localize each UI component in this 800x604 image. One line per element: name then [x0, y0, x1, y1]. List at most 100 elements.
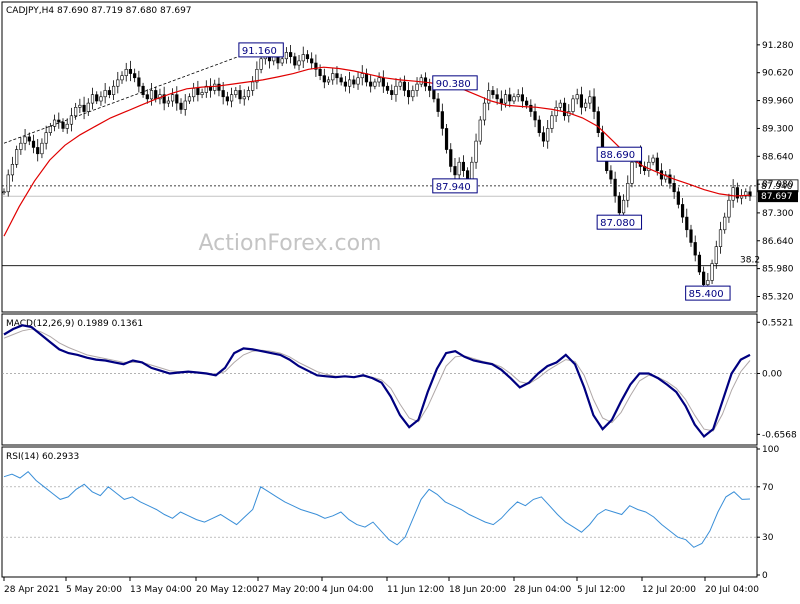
candle-body [246, 90, 251, 98]
price-y-axis: 91.280 90.620 89.960 89.300 88.640 87.980 87.3… [757, 41, 794, 302]
candle-body [74, 107, 78, 117]
candle-body [360, 73, 364, 79]
candle-body [48, 126, 52, 133]
candle-body [407, 90, 411, 98]
candle-body [65, 123, 69, 129]
candle-body [69, 115, 74, 125]
candle-body [31, 140, 36, 148]
candle-body [103, 90, 107, 98]
candle-body [731, 187, 735, 201]
candle-body [411, 90, 415, 98]
price-candles [2, 45, 752, 292]
candle-body [525, 100, 529, 106]
candle-body [86, 102, 90, 112]
candle-body [702, 271, 706, 285]
candle-body [10, 164, 15, 176]
candle-body [588, 96, 592, 104]
candle-body [284, 52, 288, 60]
candle-body [651, 157, 655, 163]
candle-body [377, 77, 381, 83]
trendline [3, 47, 262, 144]
candle-body [166, 100, 170, 104]
candle-body [735, 187, 739, 199]
x-tick-label: 28 Jun 04:00 [514, 585, 571, 595]
price-trendline [3, 47, 262, 144]
x-tick-label: 5 Jul 12:00 [577, 585, 626, 595]
candle-body [428, 85, 432, 91]
candle-body [672, 183, 676, 193]
candle-body [242, 96, 246, 100]
candle-body [398, 81, 402, 87]
candle-body [19, 142, 23, 150]
price-callout-label: 87.940 [436, 182, 471, 193]
candle-body [149, 90, 154, 100]
candle-body [128, 69, 133, 74]
candle-body [693, 242, 697, 256]
candle-body [234, 90, 238, 95]
candle-body [495, 94, 499, 100]
candle-body [225, 96, 229, 102]
price-panel: ActionForex.com CADJPY,H4 87.690 87.719 … [1, 1, 799, 313]
rsi-levels [2, 486, 757, 538]
price-y-tick-label: 87.980 [762, 180, 794, 190]
price-callout-label: 85.400 [689, 289, 724, 300]
rsi-y-tick-label: 100 [762, 445, 779, 455]
candle-body [255, 69, 259, 83]
candle-body [655, 157, 659, 171]
candle-body [293, 56, 297, 66]
candle-body [491, 90, 495, 95]
candle-body [27, 136, 31, 142]
x-tick-label: 20 Jul 04:00 [705, 585, 759, 595]
candle-body [584, 102, 588, 108]
candle-body [415, 83, 419, 91]
candle-body [516, 94, 520, 98]
candle-body [706, 280, 710, 285]
candle-body [385, 85, 390, 91]
rsi-line [3, 471, 751, 548]
candle-body [61, 121, 65, 129]
candle-body [541, 132, 546, 142]
candle-body [482, 102, 487, 121]
x-tick-label: 4 Jun 04:00 [322, 585, 374, 595]
candle-body [723, 216, 727, 231]
macd-y-tick-label: 0.5521 [762, 318, 794, 328]
price-y-tick-label: 89.300 [762, 124, 794, 134]
rsi-y-tick-label: 0 [762, 571, 768, 581]
x-tick-label: 11 Jun 12:00 [387, 585, 444, 595]
candle-body [529, 104, 533, 112]
candle-body [120, 75, 124, 81]
rsi-lines [3, 471, 751, 548]
candle-body [145, 94, 149, 100]
price-callout-label: 90.380 [436, 79, 471, 90]
candle-body [276, 56, 280, 64]
candle-body [579, 94, 584, 108]
candle-body [339, 77, 343, 83]
candle-body [111, 85, 116, 95]
candle-body [609, 170, 613, 180]
candle-body [457, 161, 461, 176]
candle-body [57, 119, 61, 123]
candle-body [402, 81, 406, 91]
candle-body [440, 111, 444, 129]
macd-main-line [3, 324, 751, 439]
candle-body [647, 161, 651, 171]
candle-body [280, 58, 284, 64]
rsi-panel: RSI(14) 60.2933 100 70 30 0 [1, 445, 779, 581]
x-tick-label: 13 May 04:00 [130, 585, 192, 595]
candle-body [217, 83, 221, 91]
fib-level-label: 38.2 [740, 256, 760, 266]
candle-body [348, 79, 352, 87]
candle-body [390, 90, 394, 95]
candle-body [444, 128, 449, 150]
candle-body [183, 100, 187, 110]
macd-lines [3, 324, 751, 439]
candle-body [204, 85, 208, 93]
candle-body [301, 54, 305, 62]
candle-body [52, 119, 57, 127]
current-price-tag [758, 190, 798, 203]
x-tick-label: 28 Apr 2021 [4, 585, 60, 595]
candle-body [78, 104, 82, 108]
candle-body [558, 102, 562, 108]
price-y-tick-label: 91.280 [762, 41, 794, 51]
